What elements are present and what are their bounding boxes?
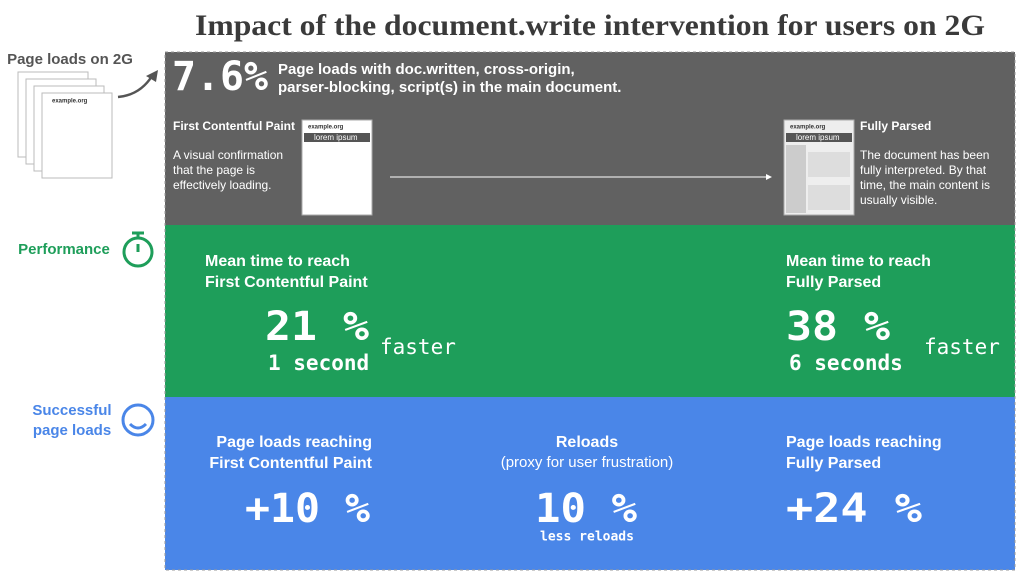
blue-band xyxy=(165,397,1015,570)
header-text: parser-blocking, script(s) in the main d… xyxy=(278,79,621,96)
title: Impact of the document.write interventio… xyxy=(195,9,985,42)
sidebar-label: Successful xyxy=(32,402,111,419)
milestone-text: fully interpreted. By that xyxy=(860,163,987,177)
metric-heading: First Contentful Paint xyxy=(209,455,372,472)
milestone-text: usually visible. xyxy=(860,193,937,207)
stopwatch-icon xyxy=(122,231,154,268)
sidebar-label: Performance xyxy=(18,241,110,258)
milestone-text: effectively loading. xyxy=(173,178,272,192)
arrow xyxy=(117,75,154,99)
sidebar-label: Page loads on 2G xyxy=(7,51,133,68)
browser-stack-icon xyxy=(17,71,113,179)
metric-value: 38 % xyxy=(786,304,890,350)
metric-detail: less reloads xyxy=(540,530,634,545)
metric-heading: Page loads reaching xyxy=(786,434,942,451)
metric-unit: faster xyxy=(924,335,1000,359)
metric-detail: 6 seconds xyxy=(789,351,903,375)
fully-parsed-mock xyxy=(783,119,855,216)
metric-heading: First Contentful Paint xyxy=(205,274,368,291)
browser-url: example.org xyxy=(52,99,88,105)
metric-heading: Fully Parsed xyxy=(786,455,881,472)
metric-heading: Reloads xyxy=(556,434,618,451)
mock-heading: lorem ipsum xyxy=(796,133,840,142)
milestone-text: The document has been xyxy=(860,148,989,162)
milestone-title: First Contentful Paint xyxy=(173,119,295,133)
metric-value: 10 % xyxy=(535,486,637,532)
metric-note: (proxy for user frustration) xyxy=(501,454,674,471)
first-paint-mock xyxy=(301,119,373,216)
mock-url: example.org xyxy=(308,125,344,131)
metric-heading: Fully Parsed xyxy=(786,274,881,291)
sidebar-label: page loads xyxy=(33,422,111,439)
milestone-text: A visual confirmation xyxy=(173,148,283,162)
metric-value: +24 % xyxy=(786,486,922,532)
milestone-text: that the page is xyxy=(173,163,255,177)
metric-value: +10 % xyxy=(245,486,370,532)
mock-url: example.org xyxy=(790,125,826,131)
arrow-head xyxy=(146,70,158,82)
milestone-title: Fully Parsed xyxy=(860,119,931,133)
header-stat: 7.6% xyxy=(172,54,268,100)
timeline-arrow-head xyxy=(766,174,772,180)
header-text: Page loads with doc.written, cross-origi… xyxy=(278,61,575,78)
metric-unit: faster xyxy=(380,335,456,359)
green-band xyxy=(165,225,1015,397)
metric-heading: Mean time to reach xyxy=(786,253,931,270)
milestone-text: time, the main content is xyxy=(860,178,990,192)
metric-detail: 1 second xyxy=(268,351,369,375)
metric-heading: Page loads reaching xyxy=(216,434,372,451)
metric-value: 21 % xyxy=(265,304,369,350)
metric-heading: Mean time to reach xyxy=(205,253,350,270)
smiley-icon xyxy=(121,403,155,437)
mock-heading: lorem ipsum xyxy=(314,133,358,142)
